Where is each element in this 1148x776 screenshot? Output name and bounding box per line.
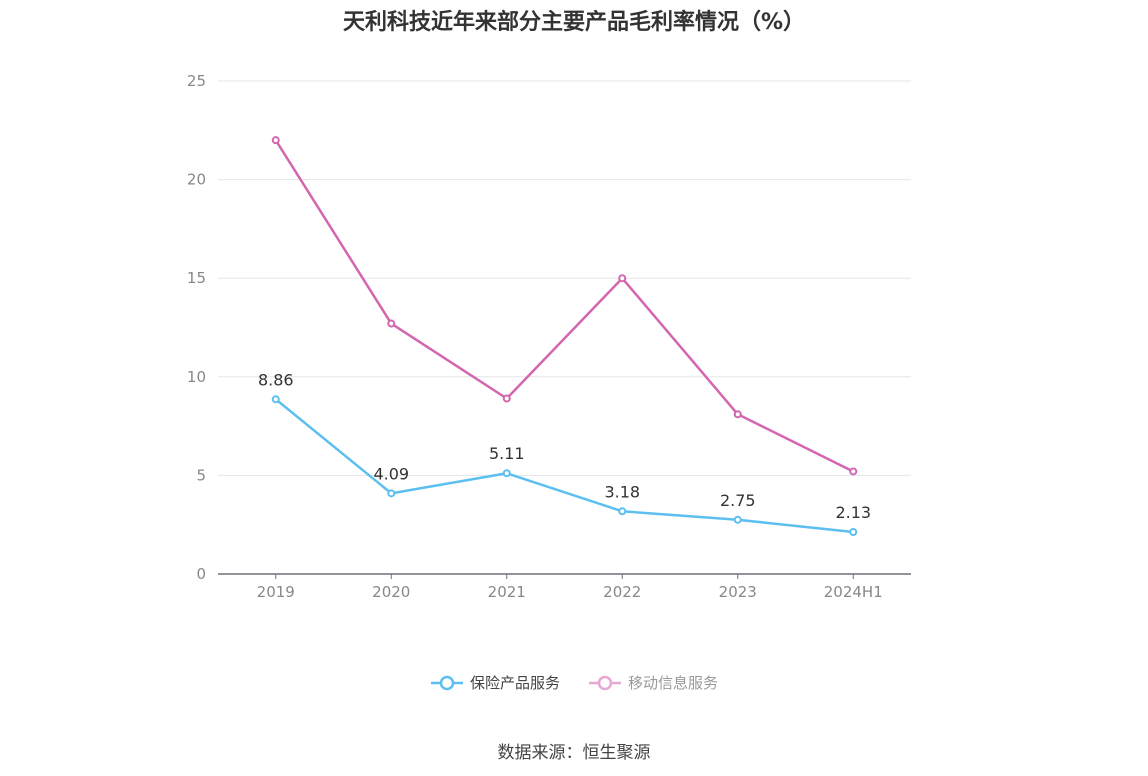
x-tick-label: 2020 (372, 583, 410, 601)
chart-title: 天利科技近年来部分主要产品毛利率情况（%） (342, 10, 806, 35)
data-label-layer: 8.86 4.09 5.11 3.18 2.75 2.13 (258, 370, 871, 522)
series-line-1 (274, 398, 854, 534)
y-tick-label: 15 (187, 269, 206, 287)
data-point-series-1[interactable] (387, 489, 396, 498)
y-tick-label: 10 (187, 368, 206, 386)
x-tick-label: 2022 (603, 583, 641, 601)
data-label-series-1: 2.13 (835, 503, 871, 522)
data-point-series-2[interactable] (849, 467, 858, 476)
data-label-series-1: 4.09 (373, 464, 409, 483)
y-tick-label: 0 (196, 565, 206, 583)
x-tick-label: 2023 (719, 583, 757, 601)
legend-label-series-2: 移动信息服务 (628, 674, 719, 692)
data-point-series-1[interactable] (618, 507, 627, 516)
axis-layer: 0 5 10 15 20 25 2019 2020 2021 2022 2023 2024H1 (187, 72, 911, 601)
data-point-series-1[interactable] (502, 469, 511, 478)
data-label-series-1: 5.11 (489, 444, 525, 463)
legend-label-series-1: 保险产品服务 (469, 674, 560, 692)
legend-marker-series-1-icon (430, 675, 463, 690)
series-line-2 (274, 139, 854, 473)
x-tick-label: 2024H1 (824, 583, 883, 601)
y-tick-label: 5 (196, 466, 206, 484)
data-point-series-2[interactable] (733, 410, 742, 419)
data-point-series-1[interactable] (849, 527, 858, 536)
series-layer (271, 136, 858, 536)
data-point-series-2[interactable] (271, 136, 280, 145)
data-label-series-1: 3.18 (604, 482, 640, 501)
data-label-series-1: 8.86 (258, 370, 294, 389)
data-label-series-1: 2.75 (720, 491, 756, 510)
legend-marker-series-2-icon (589, 675, 621, 690)
data-point-series-2[interactable] (618, 274, 627, 283)
legend-item-series-1[interactable]: 保险产品服务 (430, 672, 560, 693)
y-tick-label: 20 (187, 171, 206, 189)
legend-item-series-2[interactable]: 移动信息服务 (588, 672, 718, 693)
legend: 保险产品服务 移动信息服务 (0, 672, 1148, 693)
data-point-series-1[interactable] (733, 515, 742, 524)
x-tick-label: 2021 (488, 583, 526, 601)
source-note: 数据来源：恒生聚源 (497, 743, 651, 763)
data-point-series-2[interactable] (387, 319, 396, 328)
grid-layer (218, 80, 911, 476)
data-point-series-2[interactable] (502, 394, 511, 403)
x-tick-label: 2019 (257, 583, 295, 601)
data-point-series-1[interactable] (271, 395, 280, 404)
y-tick-label: 25 (187, 72, 206, 90)
